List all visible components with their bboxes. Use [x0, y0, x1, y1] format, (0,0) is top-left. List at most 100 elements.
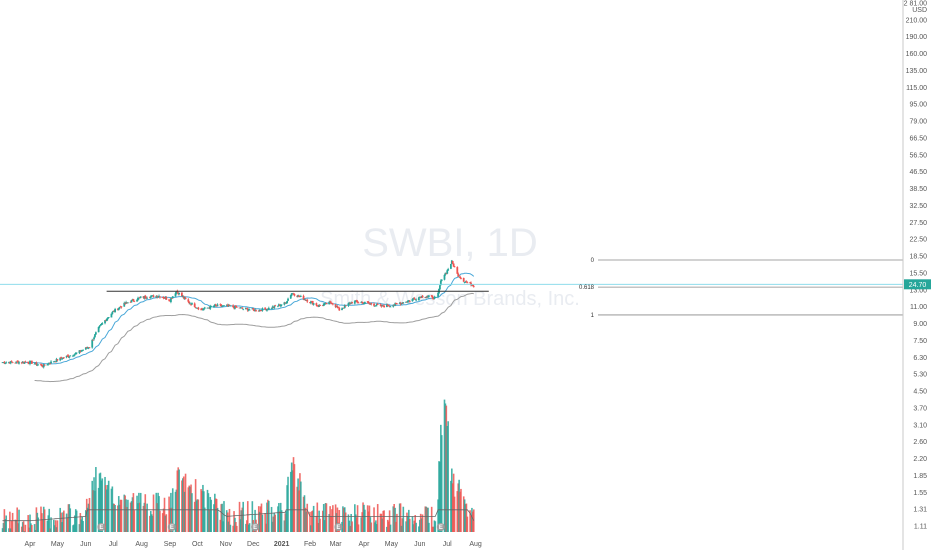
candle-body	[213, 305, 215, 307]
volume-bar	[335, 513, 338, 532]
volume-bar	[257, 506, 260, 532]
price-tick-label: 66.50	[909, 135, 927, 142]
candle-body	[471, 284, 474, 287]
volume-bar	[254, 509, 256, 532]
volume-bar	[351, 521, 353, 532]
candle-body	[238, 307, 241, 309]
last-price-value: 24.70	[909, 282, 927, 289]
candle-body	[447, 269, 450, 271]
volume-bar	[318, 510, 320, 532]
candle-body	[34, 362, 37, 364]
volume-bar	[396, 513, 398, 532]
volume-bar	[112, 503, 115, 532]
candle-body	[20, 362, 23, 364]
price-axis[interactable]: 2 81.00 210.00 190.00 160.00 135.00 115.00 95.…	[902, 0, 931, 550]
volume-bar	[408, 509, 410, 532]
candle-body	[88, 347, 91, 349]
candle-body	[379, 304, 382, 306]
drawing-layer: 0 0.618 1	[0, 258, 903, 319]
volume-bar	[463, 499, 466, 532]
volume-bar	[330, 516, 332, 532]
volume-bar	[438, 461, 440, 532]
candle-body	[21, 361, 24, 363]
volume-bar	[137, 503, 139, 532]
candle-body	[324, 302, 327, 304]
volume-bar	[446, 425, 449, 532]
time-tick-label: Jul	[109, 541, 118, 548]
candle-body	[420, 296, 423, 298]
price-tick-label: 27.50	[909, 220, 927, 227]
candle-body	[450, 264, 452, 269]
candle-body	[105, 320, 107, 322]
candle-body	[240, 307, 243, 309]
candle-body	[246, 308, 249, 311]
volume-bar	[415, 522, 417, 532]
volume-bar	[1, 528, 4, 532]
candle-body	[94, 332, 97, 335]
volume-bar	[155, 492, 158, 532]
candle-body	[367, 302, 370, 304]
candle-body	[180, 292, 183, 297]
candle-body	[99, 324, 102, 326]
volume-bar	[302, 496, 305, 532]
candle-body	[412, 298, 415, 300]
price-tick-label: 2.60	[913, 439, 927, 446]
volume-bar	[129, 502, 132, 532]
volume-bar	[132, 493, 135, 532]
volume-bar	[456, 491, 459, 532]
volume-bar	[286, 485, 288, 532]
volume-bar	[332, 505, 334, 532]
time-tick-label: Jun	[80, 541, 91, 548]
earnings-marker-label: E	[99, 525, 103, 531]
time-axis[interactable]: Apr May Jun Jul Aug Sep Oct Nov Dec 2021 Feb Mar Apr…	[25, 541, 482, 548]
candle-body	[196, 308, 199, 309]
earnings-marker-label: E	[170, 525, 174, 531]
volume-bar	[338, 510, 341, 532]
volume-bar	[399, 503, 402, 532]
volume-bar	[117, 496, 120, 532]
candle-body	[331, 303, 333, 305]
candle-body	[69, 355, 72, 357]
candle-body	[158, 295, 160, 297]
volume-bar	[143, 502, 146, 532]
candle-body	[323, 303, 326, 305]
candle-body	[453, 266, 456, 268]
candle-body	[459, 276, 461, 278]
volume-bar	[292, 457, 295, 532]
price-tick-label: 56.50	[909, 152, 927, 159]
earnings-marker-label: E	[336, 525, 340, 531]
volume-bar	[271, 521, 274, 532]
volume-bar	[227, 521, 230, 532]
volume-bar	[406, 512, 408, 532]
volume-bar	[367, 511, 370, 532]
volume-bar	[344, 512, 347, 532]
candle-body	[283, 302, 286, 305]
volume-bar	[106, 484, 109, 532]
candle-body	[37, 364, 40, 366]
candle-body	[216, 304, 219, 306]
price-tick-label: 6.30	[913, 355, 927, 362]
candle-body	[395, 303, 397, 304]
volume-bar	[354, 514, 357, 532]
volume-bar	[323, 520, 326, 532]
candle-body	[432, 298, 435, 300]
volume-bar	[261, 514, 264, 532]
candle-body	[120, 306, 123, 308]
candle-body	[286, 301, 289, 304]
candle-body	[471, 284, 473, 286]
volume-bar	[5, 515, 8, 532]
volume-bar	[138, 492, 140, 532]
candle-body	[144, 295, 147, 298]
candle-body	[81, 350, 84, 352]
candle-body	[426, 296, 429, 298]
candle-body	[360, 302, 363, 304]
candle-body	[130, 300, 133, 303]
volume-bar	[34, 529, 37, 532]
candle-body	[252, 308, 255, 310]
price-tick-label: 32.50	[909, 203, 927, 210]
volume-bar	[300, 481, 302, 532]
candle-body	[469, 282, 472, 284]
volume-bar	[56, 520, 59, 532]
